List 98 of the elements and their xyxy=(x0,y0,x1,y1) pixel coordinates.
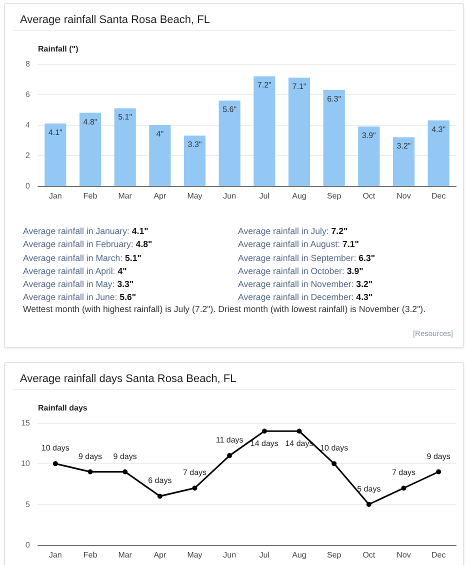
data-label: 14 days xyxy=(285,439,314,448)
point xyxy=(157,494,162,499)
y-axis-title: Rainfall days xyxy=(38,404,88,412)
text: Average rainfall in September: 6.3" xyxy=(238,252,376,263)
y-tick-label: 4 xyxy=(26,120,31,130)
data-label: 9 days xyxy=(78,452,102,461)
data-label: 4.1" xyxy=(48,128,63,137)
y-tick-label: 5 xyxy=(26,500,31,509)
data-label: 5.6" xyxy=(222,105,237,114)
text: Average rainfall in December: 4.3" xyxy=(238,292,373,302)
point xyxy=(88,469,93,474)
point xyxy=(366,502,372,507)
text: Average rainfall in June: 5.6" xyxy=(23,292,136,302)
text: Average rainfall in February: 4.8" xyxy=(23,239,152,250)
data-label: 7 days xyxy=(182,468,207,478)
bar xyxy=(288,78,310,186)
point xyxy=(52,461,58,466)
bar xyxy=(44,123,66,186)
x-tick-label: May xyxy=(187,550,202,560)
data-label: 11 days xyxy=(216,436,244,445)
text: Average rainfall in July: 7.2" xyxy=(238,226,348,236)
x-tick-label: Sep xyxy=(326,192,342,200)
y-tick-label: 8 xyxy=(26,60,31,68)
x-tick-label: Aug xyxy=(292,192,306,200)
text: Average rainfall in November: 3.2" xyxy=(238,279,373,290)
y-tick-label: 0 xyxy=(26,182,31,190)
text: Average rainfall in October: 3.9" xyxy=(238,266,364,276)
data-label: 5 days xyxy=(357,484,381,494)
text: Average rainfall in April: 4" xyxy=(23,266,127,276)
text: Average rainfall in January: 4.1" xyxy=(23,226,148,236)
chart-title: Average rainfall days Santa Rosa Beach, FL xyxy=(20,372,236,386)
x-tick-label: Jul xyxy=(259,550,270,560)
text: Average rainfall in May: 3.3" xyxy=(23,279,134,290)
data-label: 4" xyxy=(156,130,164,138)
y-tick-label: 15 xyxy=(21,418,31,428)
data-label: 9 days xyxy=(426,452,450,461)
bar xyxy=(149,125,171,186)
bar xyxy=(114,108,136,186)
data-label: 6.3" xyxy=(327,94,342,104)
bar xyxy=(254,76,276,186)
x-tick-label: Sep xyxy=(326,550,342,560)
bar xyxy=(184,136,206,186)
x-tick-label: Jun xyxy=(223,550,236,560)
point xyxy=(436,469,442,474)
x-tick-label: Aug xyxy=(292,550,306,560)
y-axis-title: Rainfall (") xyxy=(38,44,79,54)
x-tick-label: Nov xyxy=(396,550,411,560)
x-tick-label: Jan xyxy=(48,192,62,200)
y-tick-label: 10 xyxy=(21,459,31,468)
point xyxy=(332,461,337,466)
data-label: 10 days xyxy=(320,444,348,453)
x-tick-label: Dec xyxy=(431,192,446,200)
data-label: 5.1" xyxy=(118,112,132,122)
data-label: 3.2" xyxy=(396,142,411,151)
point xyxy=(401,486,406,491)
data-label: 6 days xyxy=(148,476,172,486)
bar xyxy=(79,112,102,186)
data-label: 3.3" xyxy=(188,140,202,150)
text: Average rainfall in August: 7.1" xyxy=(238,239,359,250)
data-label: 3.9" xyxy=(362,131,376,140)
text: Wettest month (with highest rainfall) is July (7.2"). Driest month (with lowest rainfall) is November (3.2"). xyxy=(23,302,426,316)
point xyxy=(262,428,267,434)
bar xyxy=(358,126,380,186)
x-tick-label: Jun xyxy=(223,192,236,200)
x-tick-label: Feb xyxy=(83,550,98,560)
data-label: 4.3" xyxy=(432,124,446,134)
point xyxy=(122,469,128,474)
chart-title: Average rainfall Santa Rosa Beach, FL xyxy=(20,13,210,27)
x-tick-label: Apr xyxy=(154,550,166,560)
point xyxy=(296,428,302,434)
x-tick-label: Apr xyxy=(154,192,166,200)
x-tick-label: Jul xyxy=(259,192,270,200)
x-tick-label: Jan xyxy=(48,550,62,560)
x-tick-label: Feb xyxy=(83,192,98,200)
point xyxy=(227,453,232,458)
x-tick-label: Dec xyxy=(431,550,446,560)
data-label: 7.2" xyxy=(257,80,272,90)
data-label: 9 days xyxy=(113,452,137,461)
text: Average rainfall in March: 5.1" xyxy=(23,252,142,263)
x-tick-label: Nov xyxy=(396,192,411,200)
data-label: 7.1" xyxy=(292,82,306,92)
x-tick-label: Oct xyxy=(362,192,376,200)
data-label: 14 days xyxy=(250,439,278,448)
x-tick-label: Oct xyxy=(362,550,376,560)
bar xyxy=(323,90,345,186)
y-tick-label: 6 xyxy=(26,90,31,99)
x-tick-label: May xyxy=(187,192,202,200)
y-tick-label: 0 xyxy=(26,540,31,550)
bar xyxy=(428,120,450,186)
point xyxy=(192,486,198,491)
bar xyxy=(218,100,240,186)
x-tick-label: Mar xyxy=(118,192,132,200)
bar xyxy=(392,137,415,186)
data-label: 10 days xyxy=(41,444,70,453)
data-label: 7 days xyxy=(392,468,416,478)
y-tick-label: 2 xyxy=(26,151,31,160)
data-label: 4.8" xyxy=(83,117,98,126)
x-tick-label: Mar xyxy=(118,550,132,560)
